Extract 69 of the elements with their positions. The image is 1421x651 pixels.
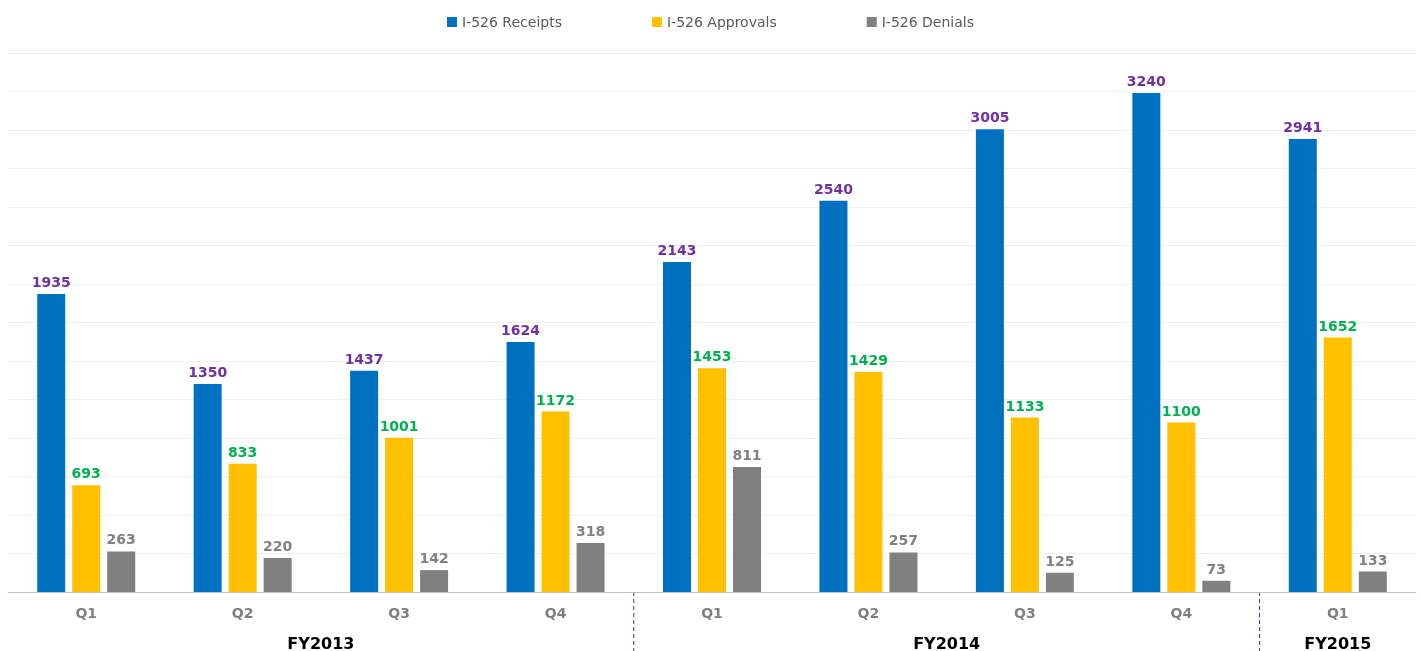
data-label: 1437	[344, 350, 384, 367]
bar	[1010, 417, 1039, 592]
legend-label: I-526 Receipts	[462, 14, 562, 30]
bar	[819, 200, 848, 592]
x-tick-label: Q2	[231, 605, 254, 621]
bar	[420, 570, 449, 592]
data-label: 263	[106, 531, 136, 548]
data-label: 1133	[1005, 397, 1045, 414]
bar	[663, 261, 691, 592]
bar	[107, 551, 136, 592]
text: FY2015	[1304, 633, 1372, 651]
bar	[37, 294, 66, 592]
bar	[506, 341, 535, 592]
x-tick-label: Q1	[75, 605, 98, 621]
data-label: 833	[228, 443, 258, 460]
data-label: 1100	[1161, 402, 1202, 419]
data-label: 2540	[813, 180, 854, 197]
bar	[854, 371, 883, 592]
x-tick-label: Q1	[1326, 605, 1349, 621]
bar	[350, 370, 379, 592]
data-label: 1350	[188, 364, 228, 381]
bar	[1045, 572, 1074, 592]
bar	[576, 543, 605, 592]
bar	[889, 552, 918, 592]
data-label: 1935	[31, 274, 71, 291]
data-label: 1001	[379, 417, 419, 434]
bar	[733, 467, 761, 592]
bar	[385, 437, 414, 592]
bar	[72, 485, 101, 592]
data-label: 142	[419, 550, 449, 567]
data-label: 1624	[501, 321, 541, 338]
bar	[1167, 422, 1196, 592]
x-tick-label: Q1	[701, 605, 723, 621]
bar	[1288, 139, 1317, 592]
legend-label: I-526 Denials	[881, 14, 974, 30]
bar	[1358, 571, 1387, 592]
data-label: 220	[263, 538, 293, 555]
x-tick-label: Q2	[857, 605, 880, 621]
x-tick-label: Q3	[1014, 605, 1036, 621]
bar	[193, 384, 222, 592]
data-label: 73	[1206, 560, 1227, 577]
data-label: 1429	[848, 351, 888, 368]
data-label: 2941	[1283, 119, 1323, 136]
data-label: 3240	[1126, 73, 1167, 90]
data-label: 133	[1358, 551, 1388, 568]
bar	[1132, 93, 1161, 592]
legend-label: I-526 Approvals	[666, 14, 777, 30]
bar	[228, 463, 257, 592]
data-label: 2143	[657, 241, 697, 258]
text: FY2013	[287, 633, 355, 651]
x-tick-label: Q3	[388, 605, 410, 621]
data-label: 257	[888, 532, 919, 549]
bar	[1323, 337, 1352, 592]
bar	[1202, 580, 1231, 592]
data-label: 811	[732, 447, 762, 464]
x-tick-label: Q4	[544, 605, 567, 621]
data-label: 693	[71, 465, 101, 482]
text: FY2014	[913, 633, 981, 651]
data-label: 318	[575, 523, 606, 540]
data-label: 3005	[970, 109, 1010, 126]
data-label: 1172	[536, 391, 576, 408]
data-label: 1652	[1318, 317, 1358, 334]
x-tick-label: Q4	[1170, 605, 1193, 621]
data-label: 1453	[692, 348, 732, 365]
bar	[975, 129, 1004, 592]
bar	[541, 411, 570, 592]
bar	[698, 368, 726, 592]
bar	[263, 558, 292, 592]
data-label: 125	[1045, 552, 1075, 569]
